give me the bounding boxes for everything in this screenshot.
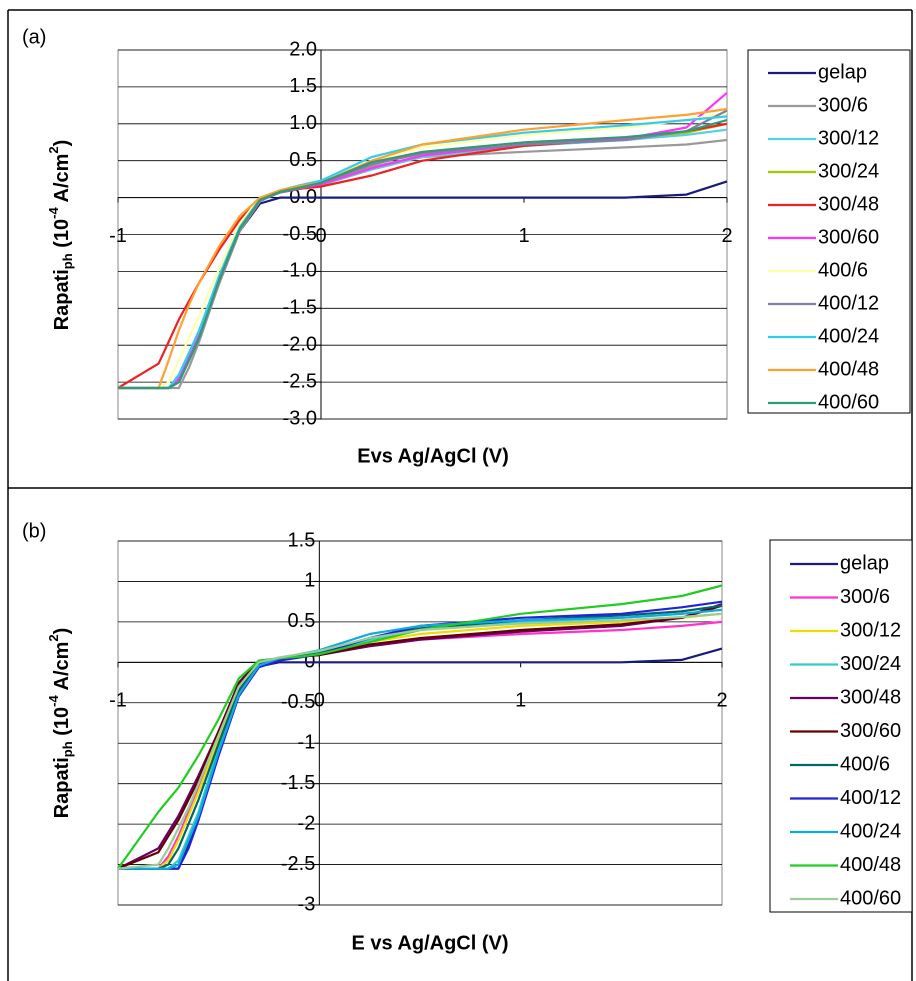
legend-label: 300/12 xyxy=(818,127,879,149)
legend-label: 400/60 xyxy=(818,391,879,413)
y-tick-label: 0.5 xyxy=(288,610,316,632)
plot-area xyxy=(117,540,723,906)
y-tick-label: -2.0 xyxy=(283,333,317,355)
x-tick-label: -1 xyxy=(109,225,127,247)
y-axis-title-part: (10 xyxy=(51,707,73,741)
y-tick-label: 1 xyxy=(304,570,315,592)
y-tick-label: 1.0 xyxy=(289,112,317,134)
legend-box xyxy=(769,539,913,913)
legend-label: 400/60 xyxy=(840,887,901,909)
x-axis-title: Evs Ag/AgCl (V) xyxy=(357,445,509,467)
x-tick-label: 2 xyxy=(721,225,732,247)
y-tick-label: -3.0 xyxy=(283,407,317,429)
y-tick-label: -1 xyxy=(298,732,316,754)
y-axis-title-part: Rapati xyxy=(51,757,73,818)
y-tick-label: -2.5 xyxy=(283,370,317,392)
y-axis-title-part: -4 xyxy=(46,207,61,219)
y-axis-title-part: 2 xyxy=(46,634,61,641)
data-line xyxy=(117,612,723,870)
legend-label: 400/48 xyxy=(840,854,901,876)
y-tick-label: -1.5 xyxy=(281,772,315,794)
y-axis-title-part: ph xyxy=(60,253,75,269)
y-tick-label: 0.5 xyxy=(289,149,317,171)
x-tick-label: 2 xyxy=(716,690,727,712)
y-axis-title-part: ) xyxy=(51,628,73,635)
x-tick-label: -1 xyxy=(109,690,127,712)
panel-label: (b) xyxy=(22,520,46,542)
y-tick-label: -0.5 xyxy=(281,691,315,713)
y-tick-label: -1.0 xyxy=(283,260,317,282)
y-axis-title: Rapatiph (10-4 A/cm2) xyxy=(46,628,75,819)
x-tick-label: 1 xyxy=(515,690,526,712)
legend-label: 400/6 xyxy=(818,259,868,281)
legend-label: 300/24 xyxy=(840,653,901,675)
y-tick-label: -3 xyxy=(298,893,316,915)
y-axis-title: Rapatiph (10-4 A/cm2) xyxy=(46,140,75,331)
data-line xyxy=(118,600,723,870)
legend-label: 300/48 xyxy=(818,193,879,215)
y-axis-title-part: ) xyxy=(51,140,73,147)
legend-label: 300/12 xyxy=(840,619,901,641)
legend-label: 300/60 xyxy=(818,226,879,248)
y-tick-label: -2.5 xyxy=(281,853,315,875)
y-tick-label: 1.5 xyxy=(289,75,317,97)
y-tick-label: 1.5 xyxy=(288,529,316,551)
y-axis-title-part: Rapati xyxy=(51,269,73,330)
legend-label: 300/48 xyxy=(840,686,901,708)
x-tick-label: 1 xyxy=(518,225,529,247)
y-tick-label: -1.5 xyxy=(283,297,317,319)
legend-label: 400/12 xyxy=(840,787,901,809)
legend-label: 300/24 xyxy=(818,160,879,182)
legend-label: 300/6 xyxy=(818,94,868,116)
x-axis-title: E vs Ag/AgCl (V) xyxy=(351,932,508,954)
legend-label: gelap xyxy=(840,552,889,574)
y-tick-label: 2.0 xyxy=(289,38,317,60)
y-axis-title-part: -4 xyxy=(46,695,61,707)
y-tick-label: -2 xyxy=(298,812,316,834)
legend-label: 400/48 xyxy=(818,358,879,380)
data-line xyxy=(118,119,728,390)
data-line xyxy=(118,608,723,870)
y-axis-title-part: A/cm xyxy=(51,642,73,696)
panel-label: (a) xyxy=(22,26,46,48)
y-axis-title-part: 2 xyxy=(46,146,61,153)
legend-box xyxy=(747,49,911,414)
legend-label: 400/6 xyxy=(840,753,890,775)
legend-label: 300/6 xyxy=(840,586,890,608)
legend-label: 400/24 xyxy=(840,820,901,842)
y-axis-title-part: ph xyxy=(60,741,75,757)
legend-label: 400/24 xyxy=(818,325,879,347)
legend-label: gelap xyxy=(818,61,867,83)
legend-label: 300/60 xyxy=(840,720,901,742)
y-tick-label: -0.5 xyxy=(283,223,317,245)
data-line xyxy=(118,107,728,390)
y-axis-title-part: (10 xyxy=(51,219,73,253)
y-axis-title-part: A/cm xyxy=(51,154,73,208)
legend-label: 400/12 xyxy=(818,292,879,314)
